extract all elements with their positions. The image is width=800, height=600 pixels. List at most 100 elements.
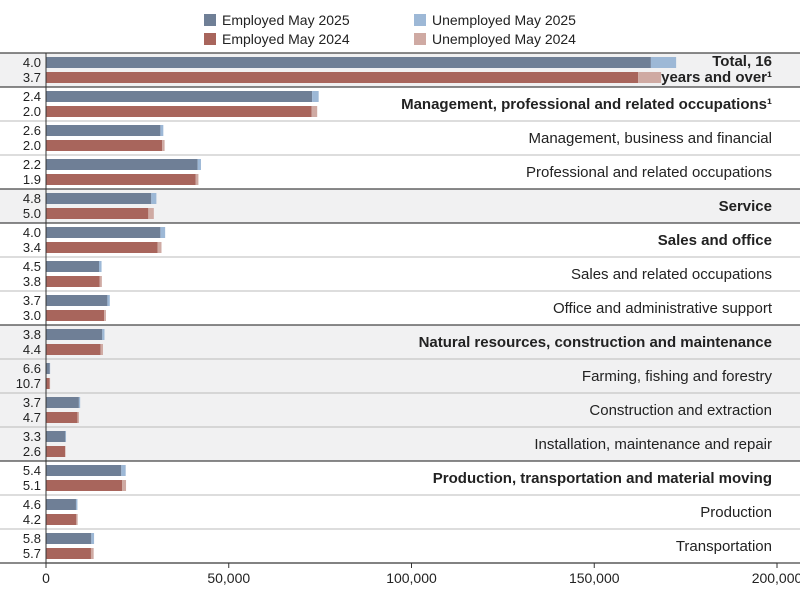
bar-employed-2025 [46,295,108,306]
category-group: 2.21.9 Professional and related occupatio… [23,157,772,187]
category-group: 5.85.7 Transportation [23,531,772,561]
bar-employed-2024 [46,242,158,253]
category-group: 2.42.0 Management, professional and relat… [23,89,772,119]
rate-label-2024: 4.4 [23,342,41,357]
bar-unemployed-2025 [65,431,67,442]
bar-employed-2025 [46,159,198,170]
bar-employed-2025 [46,363,50,374]
bar-unemployed-2025 [78,397,81,408]
rate-label-2024: 4.2 [23,512,41,527]
bar-employed-2024 [46,174,196,185]
category-label: Farming, fishing and forestry [582,368,773,385]
category-label: Sales and related occupations [571,266,772,283]
category-label: Total, 16 [712,53,772,70]
category-label: Production [700,504,772,521]
rate-label-2024: 4.7 [23,410,41,425]
bar-unemployed-2024 [311,106,318,117]
bar-unemployed-2024 [100,344,103,355]
bar-unemployed-2024 [638,72,662,83]
x-tick-label: 200,000 [752,570,800,586]
bar-employed-2025 [46,533,92,544]
rate-label-2025: 4.6 [23,497,41,512]
bar-unemployed-2024 [77,412,79,423]
bar-employed-2025 [46,465,122,476]
rate-label-2025: 2.4 [23,89,41,104]
bar-unemployed-2025 [107,295,110,306]
category-group: 4.85.0 Service [23,191,772,221]
rate-label-2024: 3.4 [23,240,41,255]
category-label: Management, business and financial [529,130,773,147]
category-label: Installation, maintenance and repair [534,436,772,453]
rate-label-2025: 2.6 [23,123,41,138]
legend-label-employed-2025: Employed May 2025 [222,12,350,28]
rate-label-2025: 4.5 [23,259,41,274]
bar-employed-2024 [46,378,50,389]
bar-employed-2024 [46,480,123,491]
bar-unemployed-2024 [104,310,106,321]
category-group: 3.73.0 Office and administrative support [23,293,773,323]
category-group: 4.64.2 Production [23,497,772,527]
rate-label-2025: 5.4 [23,463,41,478]
category-label: Production, transportation and material … [433,470,772,487]
bar-employed-2024 [46,412,78,423]
bar-unemployed-2024 [99,276,102,287]
bar-employed-2024 [46,208,149,219]
bar-unemployed-2024 [157,242,162,253]
bar-employed-2024 [46,106,312,117]
legend-item-employed-2024: Employed May 2024 [204,31,350,47]
bar-unemployed-2024 [122,480,127,491]
rate-label-2025: 3.3 [23,429,41,444]
category-group: 5.45.1 Production, transportation and mat… [23,463,772,493]
bar-employed-2024 [46,446,66,457]
row-band [0,427,800,461]
category-label-line2: years and over¹ [661,69,772,86]
rate-label-2025: 6.6 [23,361,41,376]
rate-label-2024: 1.9 [23,172,41,187]
bar-employed-2024 [46,276,100,287]
bar-employed-2025 [46,499,76,510]
category-label: Natural resources, construction and main… [419,334,772,351]
bar-employed-2025 [46,227,161,238]
category-label: Management, professional and related occ… [401,96,772,113]
bar-employed-2024 [46,140,163,151]
x-tick-label: 0 [42,570,50,586]
bar-unemployed-2025 [312,91,319,102]
category-label: Office and administrative support [553,300,773,317]
rate-label-2024: 5.1 [23,478,41,493]
x-tick-label: 100,000 [386,570,437,586]
category-label: Transportation [676,538,772,555]
rate-label-2025: 3.8 [23,327,41,342]
rate-label-2025: 5.8 [23,531,41,546]
legend-swatch-employed-2024 [204,33,216,45]
bar-unemployed-2025 [151,193,157,204]
rate-label-2024: 10.7 [16,376,41,391]
category-label: Sales and office [658,232,772,249]
bar-unemployed-2025 [75,499,78,510]
category-group: 4.53.8 Sales and related occupations [23,259,772,289]
legend-label-unemployed-2024: Unemployed May 2024 [432,31,576,47]
rate-label-2024: 5.7 [23,546,41,561]
bar-employed-2025 [46,193,152,204]
bar-employed-2025 [46,431,66,442]
bar-employed-2024 [46,514,77,525]
rate-label-2025: 2.2 [23,157,41,172]
legend-swatch-unemployed-2025 [414,14,426,26]
rate-label-2024: 2.0 [23,104,41,119]
x-tick-label: 50,000 [207,570,250,586]
bar-employed-2025 [46,397,79,408]
category-group: 4.03.4 Sales and office [23,225,772,255]
x-tick-label: 150,000 [569,570,620,586]
bar-employed-2025 [46,329,103,340]
legend-item-employed-2025: Employed May 2025 [204,12,350,28]
bar-employed-2024 [46,548,91,559]
bar-employed-2025 [46,125,161,136]
bar-employed-2025 [46,261,99,272]
legend-swatch-unemployed-2024 [414,33,426,45]
category-group: 6.610.7 Farming, fishing and forestry [16,361,773,391]
legend-swatch-employed-2025 [204,14,216,26]
bar-unemployed-2024 [162,140,165,151]
rate-label-2024: 2.0 [23,138,41,153]
row-band [0,359,800,393]
